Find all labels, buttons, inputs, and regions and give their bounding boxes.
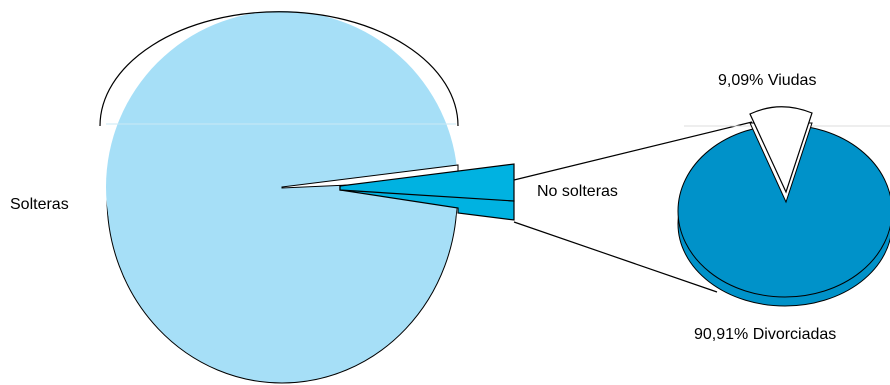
label-solteras: Solteras <box>10 196 69 213</box>
main-pie-slice-no-solteras <box>339 163 515 202</box>
connector-line-top <box>513 121 753 181</box>
label-no-solteras: No solteras <box>537 183 618 200</box>
secondary-pie <box>677 106 890 307</box>
secondary-pie-slice-viudas <box>749 106 813 194</box>
label-divorciadas: 90,91% Divorciadas <box>694 326 836 343</box>
connector-line-bottom <box>513 221 718 293</box>
main-pie-back-rim <box>99 11 459 127</box>
main-pie <box>99 11 515 384</box>
label-viudas: 9,09% Viudas <box>718 72 816 89</box>
